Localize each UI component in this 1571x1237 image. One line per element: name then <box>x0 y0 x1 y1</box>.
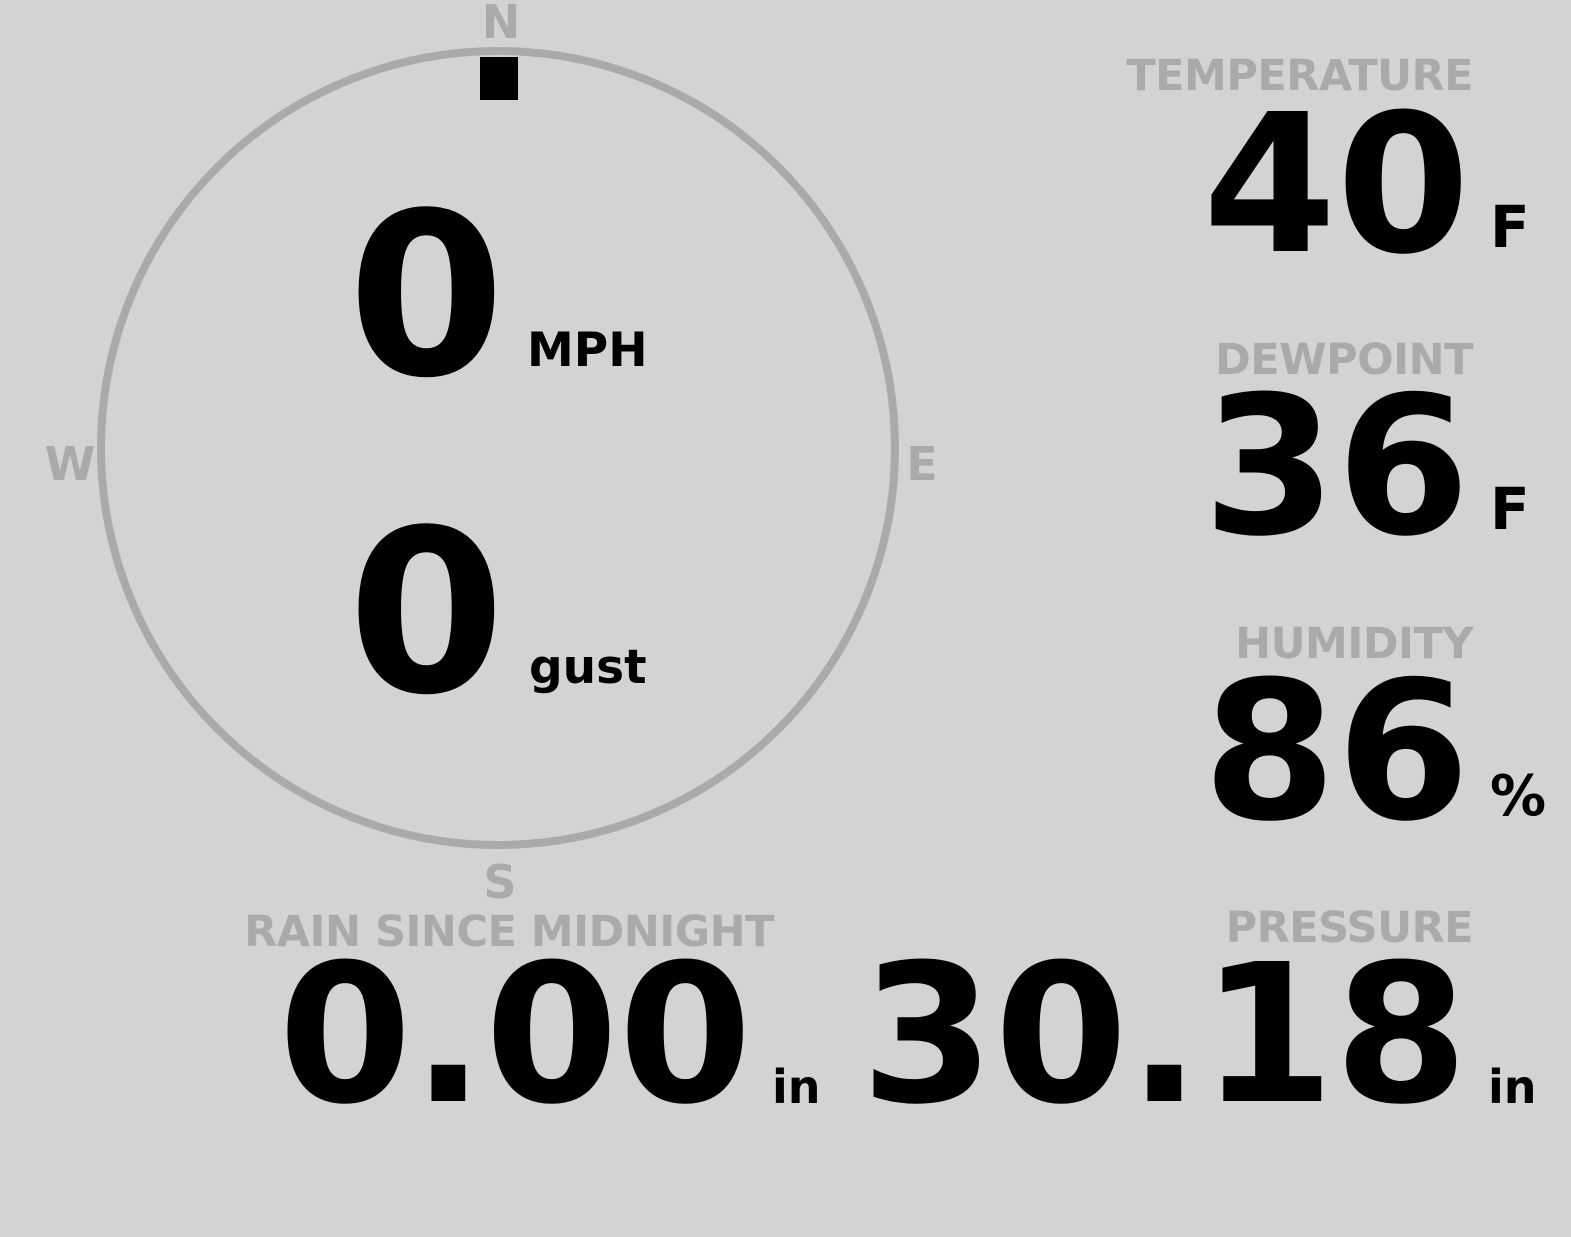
wind-speed: 0 MPH <box>348 184 648 410</box>
compass-ring <box>97 47 899 849</box>
wind-direction-marker <box>480 57 518 100</box>
dewpoint-unit: F <box>1490 475 1530 543</box>
wind-speed-unit: MPH <box>527 323 648 378</box>
pressure-label: PRESSURE <box>1225 903 1474 953</box>
rain-value: 0.00 <box>278 924 752 1147</box>
pressure-value: 30.18 <box>860 924 1468 1147</box>
compass-west: W <box>44 437 96 491</box>
wind-speed-value: 0 <box>347 165 505 428</box>
temperature-unit: F <box>1490 193 1530 261</box>
humidity-label: HUMIDITY <box>1235 619 1473 669</box>
temperature-value: 40 <box>1202 74 1470 297</box>
temperature-reading: 40 F <box>1203 90 1530 282</box>
compass-north: N <box>481 0 521 49</box>
humidity-value: 86 <box>1202 641 1470 864</box>
rain-label: RAIN SINCE MIDNIGHT <box>244 907 774 957</box>
humidity-reading: 86 % <box>1203 657 1546 849</box>
dewpoint-reading: 36 F <box>1203 372 1530 564</box>
wind-gust-unit: gust <box>529 640 647 695</box>
rain-unit: in <box>772 1060 821 1114</box>
rain-reading: 0.00 in <box>278 940 820 1132</box>
wind-gust-value: 0 <box>347 482 505 745</box>
compass-south: S <box>483 855 517 909</box>
pressure-unit: in <box>1488 1060 1537 1114</box>
compass-east: E <box>906 437 938 491</box>
humidity-unit: % <box>1490 764 1547 829</box>
temperature-label: TEMPERATURE <box>1126 51 1473 101</box>
dewpoint-label: DEWPOINT <box>1215 335 1473 385</box>
pressure-reading: 30.18 in <box>861 940 1537 1132</box>
dewpoint-value: 36 <box>1202 356 1470 579</box>
wind-gust: 0 gust <box>348 501 647 727</box>
